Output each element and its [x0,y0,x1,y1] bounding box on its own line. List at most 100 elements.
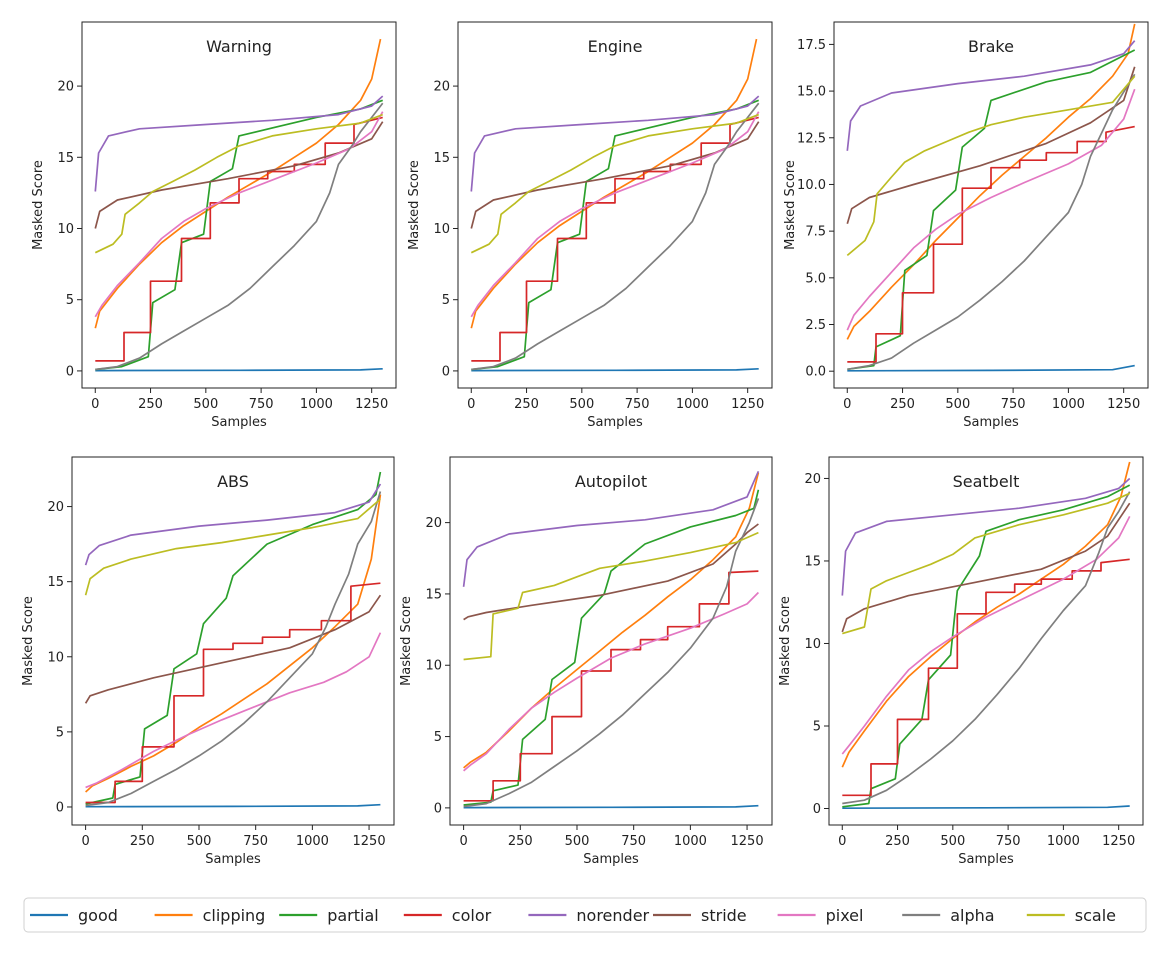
x-axis-label: Samples [958,852,1014,867]
series-line-scale [94,113,384,254]
x-tick-label: 750 [243,834,268,849]
series-line-stride [846,66,1136,224]
legend-label-clipping: clipping [203,906,266,925]
series-line-color [95,116,383,362]
series-line-partial [463,489,760,806]
x-tick-label: 750 [249,397,274,412]
y-tick-label: 20 [804,472,821,487]
y-tick-label: 5 [434,730,442,745]
x-tick-label: 500 [565,834,590,849]
y-tick-label: 5 [442,293,450,308]
x-tick-label: 500 [945,397,970,412]
series-line-partial [471,99,760,371]
y-tick-label: 15 [804,554,821,569]
x-tick-label: 250 [508,834,533,849]
y-tick-label: 15 [47,575,64,590]
x-axis-label: Samples [211,415,267,430]
legend-label-color: color [452,906,492,925]
axes-frame [457,21,773,389]
y-tick-label: 20 [57,80,74,95]
series-line-color [842,558,1130,797]
panel-abs: 0 250 500 750 1000 1250 0 5 10 15 20 ABS Samples Mask… [21,456,395,867]
y-tick-label: 7.5 [805,225,826,240]
legend-label-partial: partial [327,906,379,925]
series-line-stride [841,502,1131,633]
x-tick-label: 1250 [731,834,764,849]
y-tick-label: 15 [425,587,442,602]
panel-autopilot: 0 250 500 750 1000 1250 0 5 10 15 20 Autopilot Sampl… [399,456,773,867]
x-axis-label: Samples [963,415,1019,430]
series-line-norender [94,95,384,192]
series-line-good [847,364,1135,372]
y-tick-label: 0 [434,801,442,816]
y-tick-label: 15 [433,151,450,166]
x-axis-label: Samples [583,852,639,867]
y-tick-label: 15 [57,151,74,166]
panel-title: Autopilot [575,472,647,491]
y-axis-label: Masked Score [399,596,414,686]
axes-frame [833,21,1149,389]
axes-frame [828,456,1144,826]
x-tick-label: 1000 [676,397,709,412]
panel-warning: 0 250 500 750 1000 1250 0 5 10 15 20 Warning Samples… [31,21,397,430]
y-tick-label: 10 [433,222,450,237]
series-line-norender [462,470,760,587]
x-tick-label: 500 [569,397,594,412]
y-tick-label: 15.0 [797,85,826,100]
y-tick-label: 5 [66,293,74,308]
y-tick-label: 12.5 [797,131,826,146]
x-tick-label: 250 [130,834,155,849]
y-tick-label: 10 [47,650,64,665]
series-line-color [471,116,759,362]
plot-area [72,457,394,825]
panel-seatbelt: 0 250 500 750 1000 1250 0 5 10 15 20 Seatbelt Sample… [778,456,1144,867]
series-line-alpha [471,102,760,371]
series-line-good [471,367,759,372]
x-tick-label: 750 [625,397,650,412]
legend-box [23,897,1147,933]
panel-title: Warning [206,37,272,56]
panel-title: ABS [217,472,249,491]
series-line-norender [846,40,1136,151]
x-tick-label: 1000 [1047,834,1080,849]
x-tick-label: 1000 [296,834,329,849]
series-line-pixel [463,591,760,772]
y-tick-label: 0 [66,364,74,379]
panel-title: Engine [588,37,643,56]
y-tick-label: 10 [425,659,442,674]
x-axis-label: Samples [205,852,261,867]
x-tick-label: 750 [1001,397,1026,412]
y-tick-label: 5.0 [805,271,826,286]
series-line-alpha [842,491,1131,805]
series-line-scale [463,531,759,661]
y-axis-label: Masked Score [407,160,422,250]
x-tick-label: 500 [193,397,218,412]
y-tick-label: 17.5 [797,38,826,53]
y-tick-label: 5 [56,725,64,740]
x-tick-label: 250 [885,834,910,849]
x-tick-label: 1250 [353,834,386,849]
x-tick-label: 1000 [1052,397,1085,412]
series-line-alpha [95,102,384,371]
series-line-scale [846,75,1136,257]
x-tick-label: 0 [91,397,99,412]
y-tick-label: 10 [804,637,821,652]
y-tick-label: 20 [47,500,64,515]
x-axis-label: Samples [587,415,643,430]
y-tick-label: 0.0 [805,365,826,380]
x-tick-label: 500 [187,834,212,849]
series-line-scale [470,113,760,254]
series-line-clipping [85,494,382,793]
series-line-norender [470,95,760,192]
series-line-alpha [85,491,382,807]
y-tick-label: 0 [56,800,64,815]
series-line-norender [84,483,382,566]
plot-area [458,22,772,388]
series-line-good [95,367,383,372]
y-tick-label: 5 [813,719,821,734]
panel-brake: 0 250 500 750 1000 1250 0.0 2.5 5.0 7.5 10.0 12.5 15… [783,21,1149,430]
legend: good clipping partial color norender stride pi… [23,897,1147,933]
legend-label-stride: stride [701,906,747,925]
series-line-stride [84,594,382,704]
legend-label-alpha: alpha [950,906,994,925]
